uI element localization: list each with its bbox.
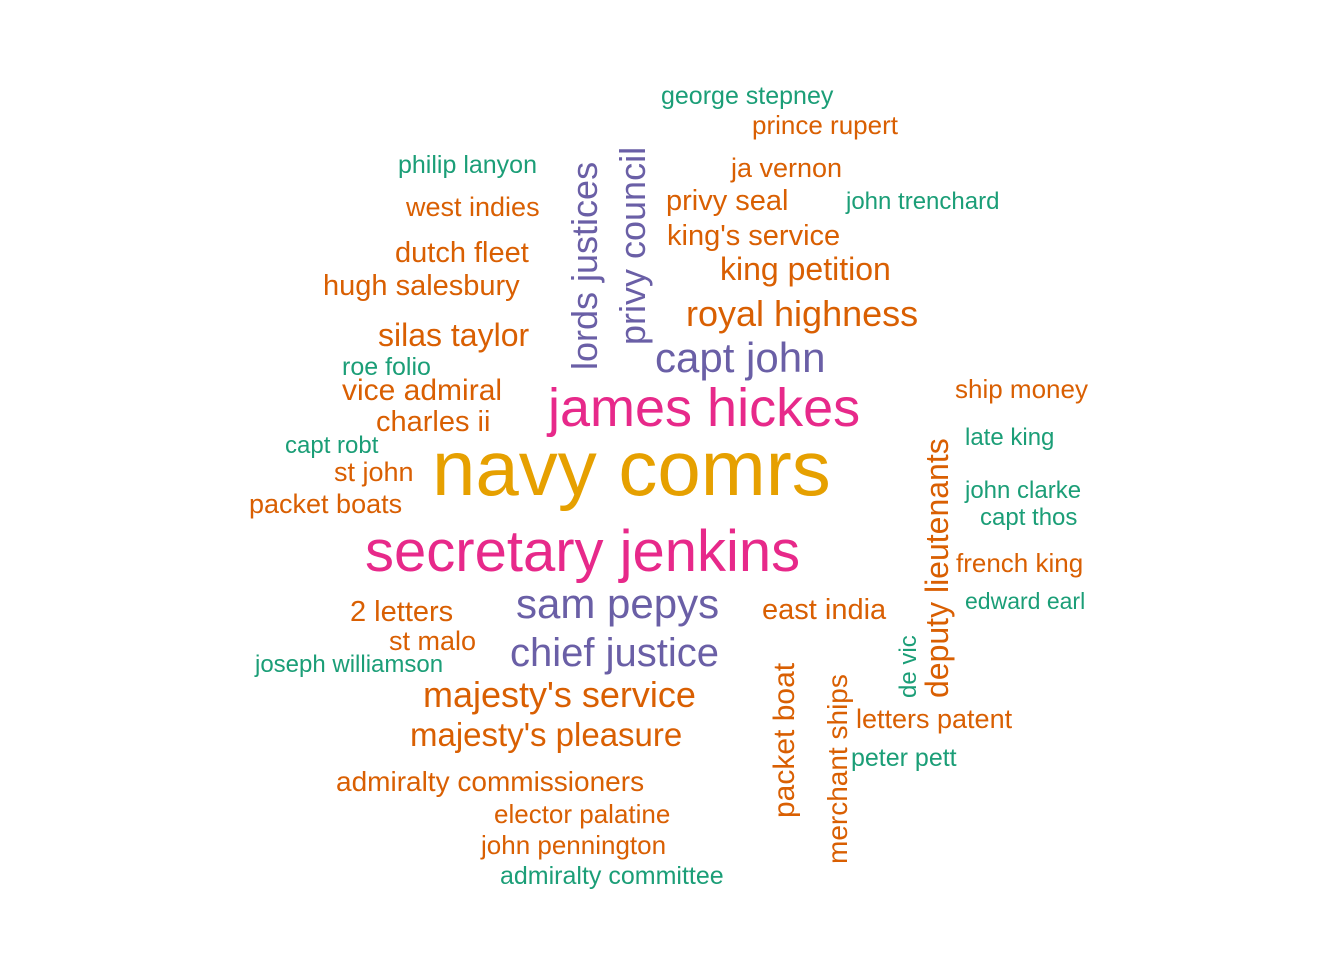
word-deputy-lieutenants: deputy lieutenants [919,438,955,698]
word-prince-rupert: prince rupert [752,110,899,140]
word-admiralty-committee: admiralty committee [500,862,724,890]
word-john-trenchard: john trenchard [845,188,999,215]
word-chief-justice: chief justice [510,631,719,675]
word-elector-palatine: elector palatine [494,799,670,829]
word-capt-thos: capt thos [980,504,1077,531]
word-packet-boats: packet boats [249,489,402,519]
word-majesty-s-pleasure: majesty's pleasure [410,716,682,753]
word-sam-pepys: sam pepys [516,580,719,627]
word-ja-vernon: ja vernon [730,153,842,183]
word-hugh-salesbury: hugh salesbury [323,270,520,302]
word-late-king: late king [965,424,1054,451]
word-packet-boat: packet boat [768,662,801,818]
word-capt-robt: capt robt [285,432,379,459]
word-edward-earl: edward earl [965,588,1085,614]
word-john-clarke: john clarke [964,477,1081,504]
word-secretary-jenkins: secretary jenkins [365,519,800,584]
word-navy-comrs: navy comrs [432,424,831,512]
word-ship-money: ship money [955,374,1088,404]
word-peter-pett: peter pett [851,744,957,772]
word-charles-ii: charles ii [376,406,490,438]
word-vice-admiral: vice admiral [342,374,502,407]
word-royal-highness: royal highness [686,293,918,334]
word-2-letters: 2 letters [350,596,453,628]
word-king-s-service: king's service [667,220,840,252]
word-majesty-s-service: majesty's service [423,674,696,715]
word-king-petition: king petition [720,251,891,287]
word-james-hickes: james hickes [546,378,860,438]
word-george-stepney: george stepney [661,82,834,110]
word-capt-john: capt john [655,334,825,381]
word-silas-taylor: silas taylor [378,317,530,353]
word-lords-justices: lords justices [564,162,605,370]
word-admiralty-commissioners: admiralty commissioners [336,766,644,797]
word-roe-folio: roe folio [342,353,431,381]
word-dutch-fleet: dutch fleet [395,237,529,269]
word-east-india: east india [762,594,887,626]
word-privy-council: privy council [612,147,653,345]
word-st-john: st john [334,457,414,487]
word-philip-lanyon: philip lanyon [398,151,537,179]
word-west-indies: west indies [405,192,540,222]
word-letters-patent: letters patent [856,704,1013,734]
word-merchant-ships: merchant ships [822,674,853,864]
word-french-king: french king [956,548,1083,578]
word-joseph-williamson: joseph williamson [254,651,443,678]
word-john-pennington: john pennington [480,830,666,860]
word-privy-seal: privy seal [666,185,789,217]
word-st-malo: st malo [389,626,476,656]
word-de-vic: de vic [895,635,922,698]
